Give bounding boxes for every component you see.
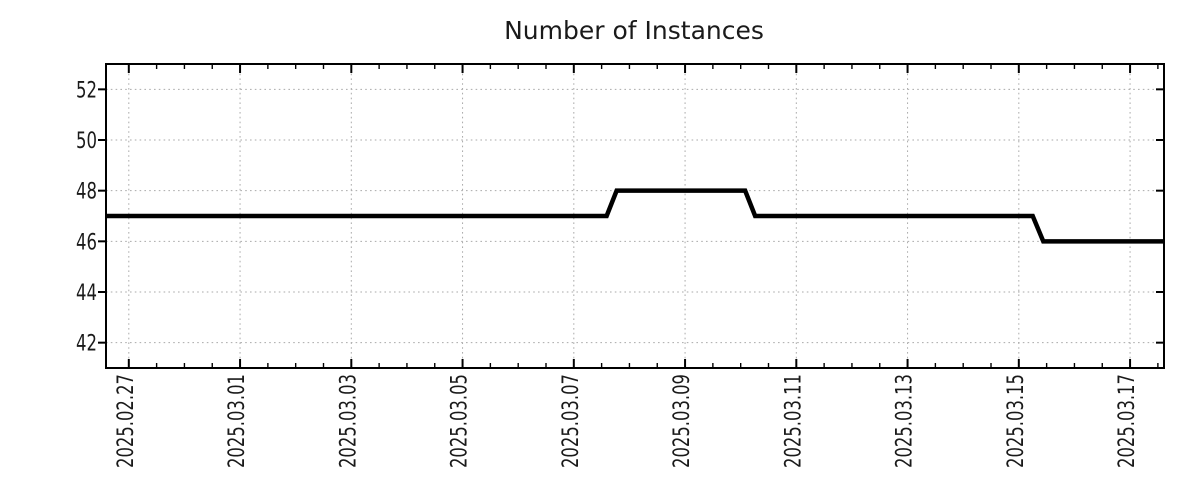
y-tick-label: 50 xyxy=(76,129,97,154)
plot-area: 2025.02.27 2025.03.01 2025.03.03 2025.03.05… xyxy=(76,63,1165,468)
x-tick-label: 2025.03.09 xyxy=(670,374,695,468)
series-line xyxy=(106,188,1164,244)
x-tick-label: 2025.03.01 xyxy=(225,374,250,468)
y-tick-label: 44 xyxy=(76,281,97,306)
x-tick-label: 2025.03.07 xyxy=(559,374,584,468)
x-tick-label: 2025.03.03 xyxy=(336,374,361,468)
y-tick-label: 46 xyxy=(76,230,97,255)
x-tick-label: 2025.03.17 xyxy=(1115,374,1140,468)
y-tick-label: 42 xyxy=(76,332,97,357)
y-tick-label: 48 xyxy=(76,180,97,205)
chart-title: Number of Instances xyxy=(504,16,764,45)
x-tick-label: 2025.03.15 xyxy=(1004,374,1029,468)
y-tick-label: 52 xyxy=(76,78,97,103)
x-tick-label: 2025.03.11 xyxy=(781,374,806,468)
x-tick-label: 2025.02.27 xyxy=(114,374,139,468)
x-tick-label: 2025.03.05 xyxy=(448,374,473,468)
x-tick-label: 2025.03.13 xyxy=(893,374,918,468)
